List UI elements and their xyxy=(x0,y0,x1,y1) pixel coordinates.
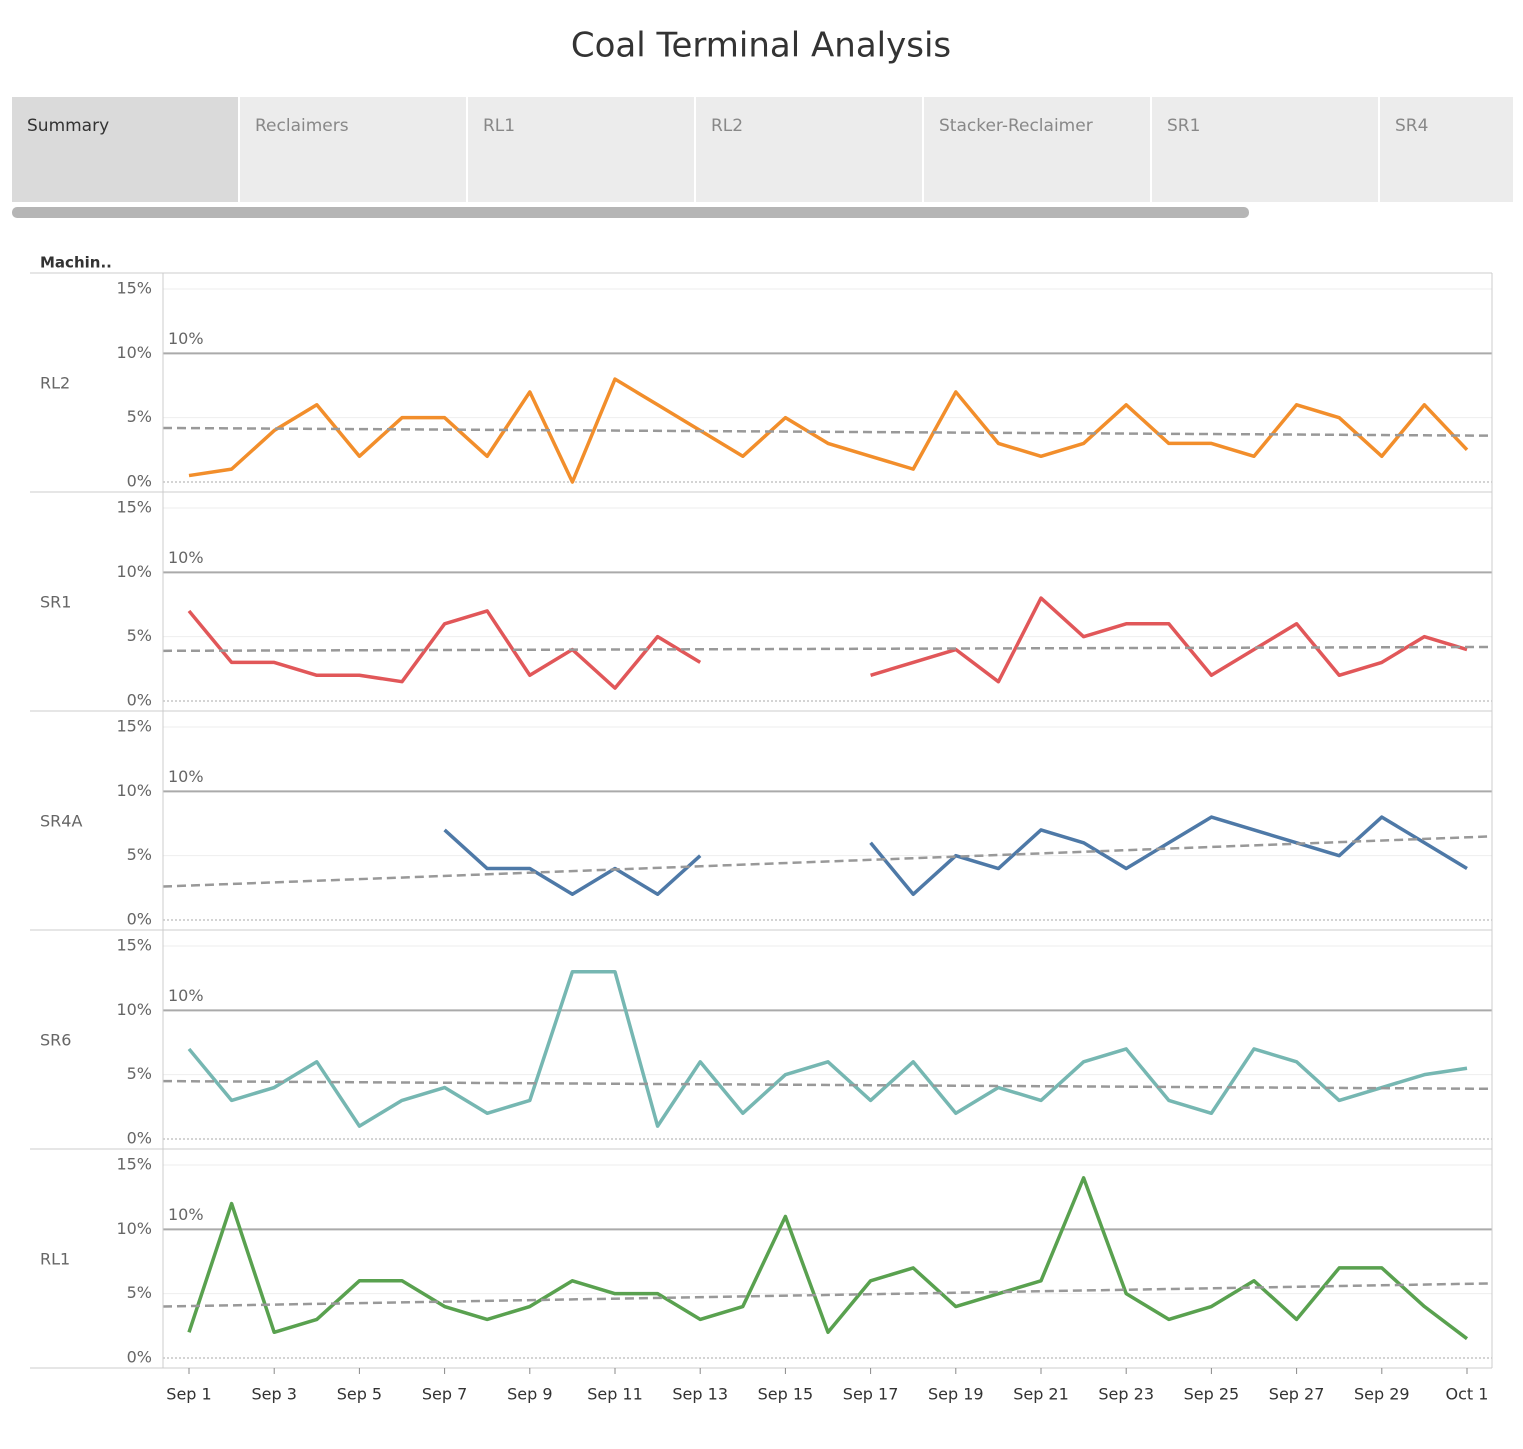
row-label: RL1 xyxy=(40,1250,70,1269)
y-tick-label: 15% xyxy=(116,1155,152,1174)
reference-label: 10% xyxy=(168,548,204,567)
y-tick-label: 5% xyxy=(127,407,152,426)
tab[interactable] xyxy=(696,97,922,202)
x-tick-label: Sep 11 xyxy=(587,1385,643,1404)
x-tick-label: Oct 1 xyxy=(1446,1385,1489,1404)
tab[interactable] xyxy=(1152,97,1378,202)
x-tick-label: Sep 19 xyxy=(928,1385,984,1404)
tab-label[interactable]: RL1 xyxy=(483,116,515,136)
trend-line xyxy=(162,835,1493,888)
trend-line xyxy=(162,1079,1493,1091)
row-label: RL2 xyxy=(40,374,70,393)
y-tick-label: 15% xyxy=(116,936,152,955)
y-tick-label: 10% xyxy=(116,1219,152,1238)
tab-label[interactable]: Stacker-Reclaimer xyxy=(939,116,1093,136)
y-tick-label: 5% xyxy=(127,1283,152,1302)
tab-label[interactable]: SR4 xyxy=(1395,116,1428,136)
y-tick-label: 15% xyxy=(116,498,152,517)
x-tick-label: Sep 3 xyxy=(251,1385,296,1404)
trend-line xyxy=(162,426,1493,437)
row-label: SR6 xyxy=(40,1031,71,1050)
x-tick-label: Sep 15 xyxy=(758,1385,814,1404)
x-tick-label: Sep 7 xyxy=(422,1385,467,1404)
tab[interactable] xyxy=(12,97,238,202)
y-tick-label: 0% xyxy=(127,691,152,710)
y-tick-label: 0% xyxy=(127,1129,152,1148)
series-line xyxy=(443,815,1468,897)
y-tick-label: 10% xyxy=(116,1000,152,1019)
reference-label: 10% xyxy=(168,986,204,1005)
y-tick-label: 5% xyxy=(127,845,152,864)
reference-label: 10% xyxy=(168,329,204,348)
series-line xyxy=(187,1176,1469,1341)
tab[interactable] xyxy=(240,97,466,202)
tab[interactable] xyxy=(924,97,1150,202)
y-tick-label: 15% xyxy=(116,717,152,736)
row-label: SR4A xyxy=(40,812,82,831)
x-tick-label: Sep 17 xyxy=(843,1385,899,1404)
reference-label: 10% xyxy=(168,767,204,786)
y-tick-label: 10% xyxy=(116,781,152,800)
y-tick-label: 0% xyxy=(127,1348,152,1367)
y-tick-label: 10% xyxy=(116,562,152,581)
x-tick-label: Sep 25 xyxy=(1184,1385,1240,1404)
row-header: Machin.. xyxy=(40,254,112,272)
y-tick-label: 0% xyxy=(127,472,152,491)
y-tick-label: 5% xyxy=(127,626,152,645)
tab-label[interactable]: RL2 xyxy=(711,116,743,136)
trend-line xyxy=(162,645,1493,653)
x-tick-label: Sep 21 xyxy=(1013,1385,1069,1404)
y-tick-label: 0% xyxy=(127,910,152,929)
y-tick-label: 15% xyxy=(116,279,152,298)
scrollbar[interactable] xyxy=(12,207,1249,218)
tab[interactable] xyxy=(1380,97,1513,202)
x-tick-label: Sep 27 xyxy=(1269,1385,1325,1404)
series-line xyxy=(188,377,1469,484)
x-tick-label: Sep 29 xyxy=(1354,1385,1410,1404)
tab-label[interactable]: Summary xyxy=(27,116,109,136)
tab[interactable] xyxy=(468,97,694,202)
series-line xyxy=(187,969,1468,1128)
dashboard-title: Coal Terminal Analysis xyxy=(571,26,951,66)
tab-label[interactable]: Reclaimers xyxy=(255,116,349,136)
reference-label: 10% xyxy=(168,1205,204,1224)
series-line xyxy=(187,596,1468,690)
y-tick-label: 10% xyxy=(116,343,152,362)
x-tick-label: Sep 23 xyxy=(1098,1385,1154,1404)
tab-label[interactable]: SR1 xyxy=(1167,116,1200,136)
row-label: SR1 xyxy=(40,593,71,612)
y-tick-label: 5% xyxy=(127,1064,152,1083)
x-tick-label: Sep 9 xyxy=(507,1385,552,1404)
trend-line xyxy=(162,1282,1493,1308)
x-tick-label: Sep 13 xyxy=(672,1385,728,1404)
x-tick-label: Sep 1 xyxy=(166,1385,211,1404)
x-tick-label: Sep 5 xyxy=(337,1385,382,1404)
